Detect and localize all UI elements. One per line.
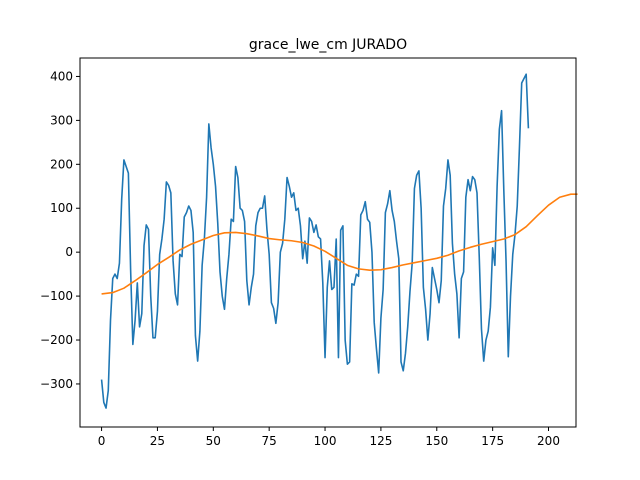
series-layer: [100, 73, 578, 409]
x-tick-label: 150: [425, 434, 448, 448]
x-tick-label: 50: [206, 434, 221, 448]
x-tick-label: 100: [314, 434, 337, 448]
series-line-1: [100, 73, 530, 409]
x-tick-label: 175: [481, 434, 504, 448]
x-tick-label: 200: [537, 434, 560, 448]
y-tick-label: 400: [50, 69, 73, 83]
chart-title: grace_lwe_cm JURADO: [249, 37, 407, 53]
y-tick-label: 0: [65, 245, 73, 259]
y-tick-label: 300: [50, 113, 73, 127]
x-tick-label: 125: [369, 434, 392, 448]
y-tick-label: −200: [40, 333, 73, 347]
x-tick-label: 0: [98, 434, 106, 448]
y-tick-label: −100: [40, 289, 73, 303]
y-tick-label: 100: [50, 201, 73, 215]
x-tick-label: 75: [262, 434, 277, 448]
series-line-2: [101, 193, 578, 295]
axes-layer: 0 25 50 75 100 125 150 175 200 −300 −200 −100 0 100 20…: [40, 57, 577, 448]
y-tick-label: 200: [50, 157, 73, 171]
x-tick-label: 25: [150, 434, 165, 448]
plot-frame: [79, 57, 577, 428]
y-tick-label: −300: [40, 377, 73, 391]
